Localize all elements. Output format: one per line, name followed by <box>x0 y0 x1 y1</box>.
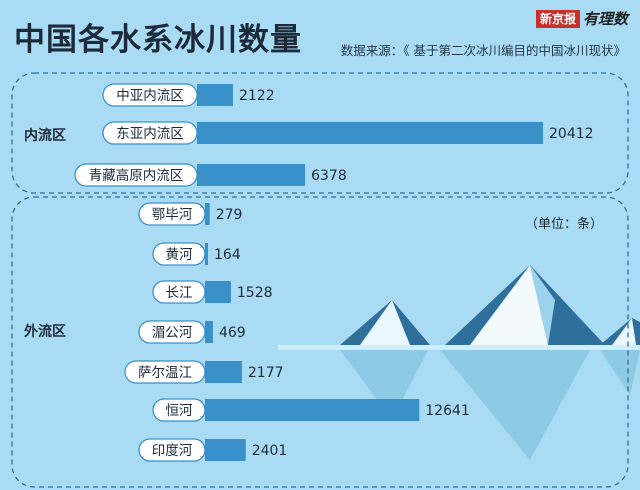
value-label: 2177 <box>248 365 284 381</box>
group-label-exorheic: 外流区 <box>24 324 66 340</box>
bar <box>205 203 210 225</box>
category-label: 黄河 <box>166 247 193 263</box>
value-label: 1528 <box>237 285 273 301</box>
category-label: 萨尔温江 <box>138 365 192 381</box>
value-label: 164 <box>214 247 241 263</box>
logo-script: 有理数 <box>582 10 628 28</box>
bar <box>205 281 231 303</box>
category-label: 印度河 <box>152 443 193 459</box>
value-label: 2122 <box>239 88 275 104</box>
bar <box>205 243 208 265</box>
group-frame-1 <box>11 196 629 488</box>
bar <box>205 439 246 461</box>
value-label: 2401 <box>252 443 288 459</box>
bar <box>197 84 233 106</box>
value-label: 20412 <box>549 126 594 142</box>
bar <box>205 361 242 383</box>
value-label: 12641 <box>425 403 470 419</box>
brand-logo: 新京报 有理数 <box>535 10 628 28</box>
category-label: 东亚内流区 <box>116 126 184 142</box>
group-frame-0 <box>11 72 629 194</box>
category-label: 鄂毕河 <box>152 207 193 223</box>
category-label: 青藏高原内流区 <box>89 167 184 184</box>
bar <box>205 321 213 343</box>
category-label: 恒河 <box>166 403 193 419</box>
value-label: 279 <box>216 207 243 223</box>
value-label: 469 <box>219 325 246 341</box>
group-label-inland: 内流区 <box>24 128 66 144</box>
logo-main: 新京报 <box>535 10 580 28</box>
category-label: 中亚内流区 <box>116 88 184 104</box>
category-label: 长江 <box>166 285 193 301</box>
unit-note: （单位：条） <box>525 217 604 232</box>
iceberg-illustration <box>278 265 640 460</box>
bar <box>197 164 306 186</box>
bar <box>197 122 543 144</box>
page-title: 中国各水系冰川数量 <box>14 22 302 58</box>
data-source: 数据来源：《 基于第二次冰川编目的中国冰川现状》 <box>340 43 626 58</box>
bar <box>205 399 420 421</box>
category-label: 湄公河 <box>152 325 193 341</box>
value-label: 6378 <box>311 168 347 184</box>
